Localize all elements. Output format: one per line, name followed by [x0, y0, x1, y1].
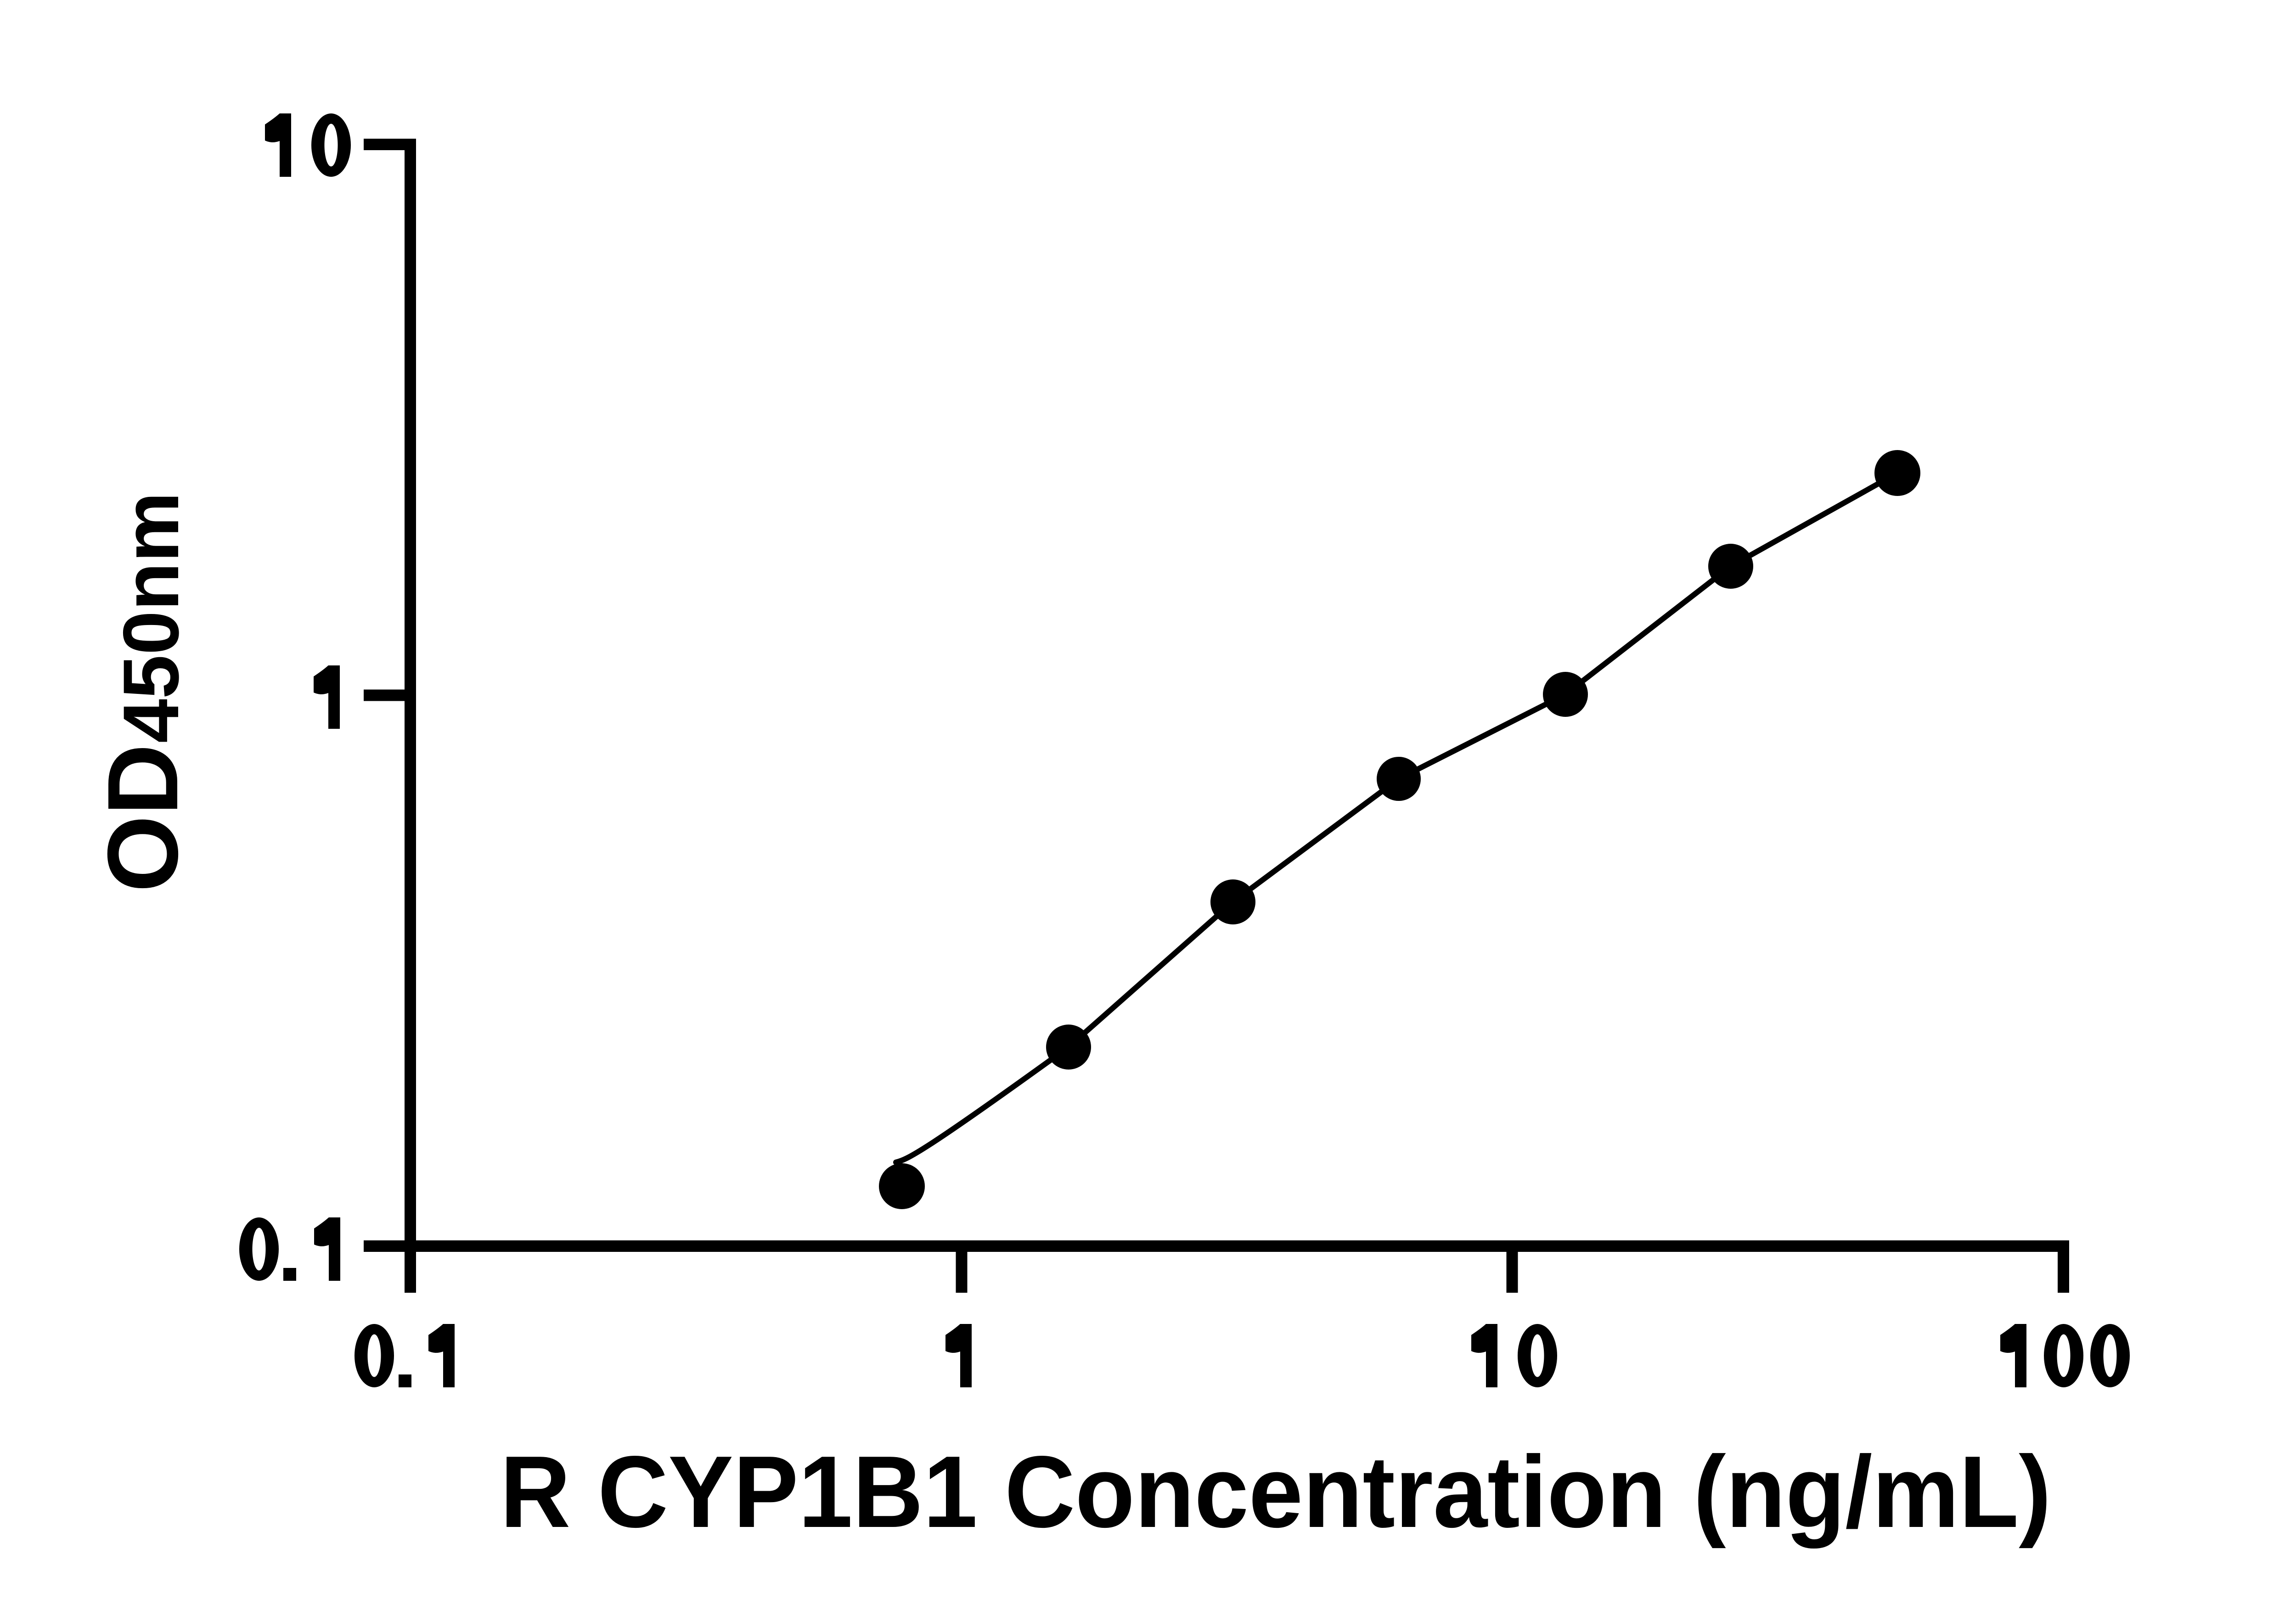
svg-text:OD450nm: OD450nm: [87, 492, 199, 892]
svg-text:R CYP1B1 Concentration (ng/mL): R CYP1B1 Concentration (ng/mL): [500, 1435, 2051, 1549]
